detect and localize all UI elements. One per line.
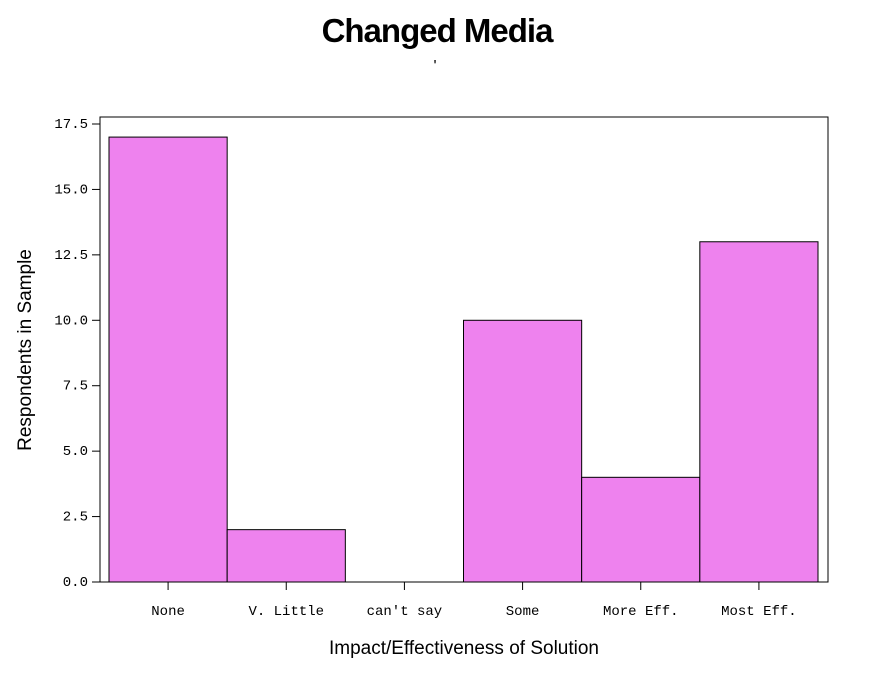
y-tick-label: 7.5 — [63, 379, 88, 395]
x-tick-label: Most Eff. — [721, 604, 797, 620]
x-tick-label: V. Little — [248, 604, 324, 620]
y-axis-title: Respondents in Sample — [15, 249, 36, 451]
y-tick-label: 12.5 — [54, 248, 88, 264]
x-tick-label: More Eff. — [603, 604, 679, 620]
plot-area: 0.0 2.5 5.0 7.5 10.0 12.5 15.0 17.5 None V. Litt… — [54, 116, 829, 620]
bar — [226, 529, 346, 583]
y-tick-label: 10.0 — [54, 313, 88, 329]
bar — [581, 476, 701, 583]
y-tick-label: 5.0 — [63, 444, 88, 460]
y-axis: 0.0 2.5 5.0 7.5 10.0 12.5 15.0 17.5 — [54, 117, 100, 591]
x-axis: None V. Little can't say Some More Eff. Most … — [151, 582, 797, 620]
x-tick-label: None — [151, 604, 185, 620]
bar — [463, 319, 583, 583]
bars — [108, 136, 819, 583]
bar — [108, 136, 228, 583]
chart-title: Changed Media — [322, 12, 555, 49]
y-tick-label: 17.5 — [54, 117, 88, 133]
chart-subtitle: ' — [433, 58, 436, 75]
bar — [699, 241, 819, 583]
y-tick-label: 0.0 — [63, 575, 88, 591]
x-axis-title: Impact/Effectiveness of Solution — [329, 638, 599, 659]
y-tick-label: 15.0 — [54, 182, 88, 198]
y-tick-label: 2.5 — [63, 510, 88, 526]
x-tick-label: can't say — [367, 604, 443, 620]
x-tick-label: Some — [506, 604, 540, 620]
